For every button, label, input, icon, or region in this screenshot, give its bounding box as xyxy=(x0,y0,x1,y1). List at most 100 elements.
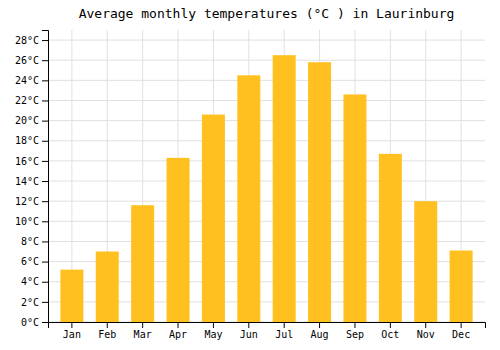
tick: 6°C xyxy=(21,256,48,267)
tick-label: Dec xyxy=(452,329,470,340)
bar xyxy=(450,251,473,322)
axis-line xyxy=(49,323,486,329)
bar xyxy=(131,205,154,322)
tick-label: Jan xyxy=(63,329,81,340)
bar xyxy=(273,55,296,322)
bar xyxy=(237,75,260,322)
tick: 18°C xyxy=(15,135,48,146)
tick: 10°C xyxy=(15,216,48,227)
tick: 16°C xyxy=(15,156,48,167)
tick-label: 2°C xyxy=(21,297,39,308)
tick: Dec xyxy=(452,322,470,340)
tick-label: 12°C xyxy=(15,196,39,207)
grid-line-y xyxy=(48,60,485,61)
tick: 8°C xyxy=(21,236,48,247)
tick: Apr xyxy=(169,322,187,340)
tick-label: 20°C xyxy=(15,115,39,126)
bar xyxy=(60,270,83,322)
grid-line-y xyxy=(48,181,485,182)
tick: 20°C xyxy=(15,115,48,126)
tick-mark xyxy=(142,322,143,328)
tick: Mar xyxy=(134,322,152,340)
grid-line-y xyxy=(48,140,485,141)
tick-label: 6°C xyxy=(21,256,39,267)
tick-mark xyxy=(42,161,48,162)
tick-mark xyxy=(42,201,48,202)
tick: 26°C xyxy=(15,55,48,66)
grid-line-y xyxy=(48,40,485,41)
bar xyxy=(96,252,119,322)
tick-label: Jul xyxy=(275,329,293,340)
tick: Nov xyxy=(417,322,435,340)
tick-mark xyxy=(248,322,249,328)
tick-mark xyxy=(42,121,48,122)
tick: 14°C xyxy=(15,176,48,187)
bar xyxy=(308,62,331,322)
tick-label: Sep xyxy=(346,329,364,340)
bar xyxy=(202,115,225,322)
tick-label: Feb xyxy=(98,329,116,340)
tick-mark xyxy=(42,241,48,242)
tick-mark xyxy=(461,322,462,328)
tick-mark xyxy=(71,322,72,328)
tick: Sep xyxy=(346,322,364,340)
axis-line xyxy=(42,31,49,323)
tick: 24°C xyxy=(15,75,48,86)
tick-label: Nov xyxy=(417,329,435,340)
grid-line-y xyxy=(48,160,485,161)
tick-label: Mar xyxy=(134,329,152,340)
tick-label: Apr xyxy=(169,329,187,340)
tick: 12°C xyxy=(15,196,48,207)
tick-label: 8°C xyxy=(21,236,39,247)
tick-label: Oct xyxy=(381,329,399,340)
tick: Jun xyxy=(240,322,258,340)
tick-mark xyxy=(42,221,48,222)
tick-label: 0°C xyxy=(21,317,39,328)
tick-mark xyxy=(213,322,214,328)
tick-label: 18°C xyxy=(15,135,39,146)
chart: Jan Feb Mar Apr May Jun Jul Aug Sep Oct Nov Dec 0°C 2… xyxy=(0,0,500,350)
bar xyxy=(343,94,366,322)
tick-mark xyxy=(42,282,48,283)
bar xyxy=(379,154,402,322)
tick-mark xyxy=(42,181,48,182)
bar xyxy=(414,201,437,322)
tick: Aug xyxy=(311,322,329,340)
tick-label: 10°C xyxy=(15,216,39,227)
tick-mark xyxy=(42,322,48,323)
grid-line-y xyxy=(48,120,485,121)
tick: Feb xyxy=(98,322,116,340)
tick-mark xyxy=(42,40,48,41)
grid-line-y xyxy=(48,100,485,101)
tick-label: 22°C xyxy=(15,95,39,106)
tick-mark xyxy=(284,322,285,328)
tick-label: Jun xyxy=(240,329,258,340)
tick-label: 26°C xyxy=(15,55,39,66)
tick-mark xyxy=(390,322,391,328)
x-axis: Jan Feb Mar Apr May Jun Jul Aug Sep Oct Nov Dec xyxy=(49,322,486,340)
tick-label: Aug xyxy=(311,329,329,340)
grid-line-y xyxy=(48,80,485,81)
tick: Jul xyxy=(275,322,293,340)
tick-label: 14°C xyxy=(15,176,39,187)
y-axis: 0°C 2°C 4°C 6°C 8°C 10°C 12°C 14°C 16°C 18°C 20°C 2… xyxy=(15,31,49,328)
tick: May xyxy=(204,322,222,340)
title: Average monthly temperatures (°C ) in La… xyxy=(79,6,455,21)
tick-label: 4°C xyxy=(21,276,39,287)
tick-mark xyxy=(42,302,48,303)
tick: 4°C xyxy=(21,276,48,287)
tick-label: 28°C xyxy=(15,35,39,46)
plot: Jan Feb Mar Apr May Jun Jul Aug Sep Oct Nov Dec 0°C 2… xyxy=(15,30,486,340)
tick: 22°C xyxy=(15,95,48,106)
tick: Jan xyxy=(63,322,81,340)
tick-mark xyxy=(178,322,179,328)
tick-mark xyxy=(42,60,48,61)
tick: 2°C xyxy=(21,297,48,308)
bars xyxy=(60,55,472,322)
tick-mark xyxy=(319,322,320,328)
tick-mark xyxy=(42,262,48,263)
tick-mark xyxy=(107,322,108,328)
grid xyxy=(48,30,485,322)
tick-mark xyxy=(42,80,48,81)
tick-mark xyxy=(425,322,426,328)
